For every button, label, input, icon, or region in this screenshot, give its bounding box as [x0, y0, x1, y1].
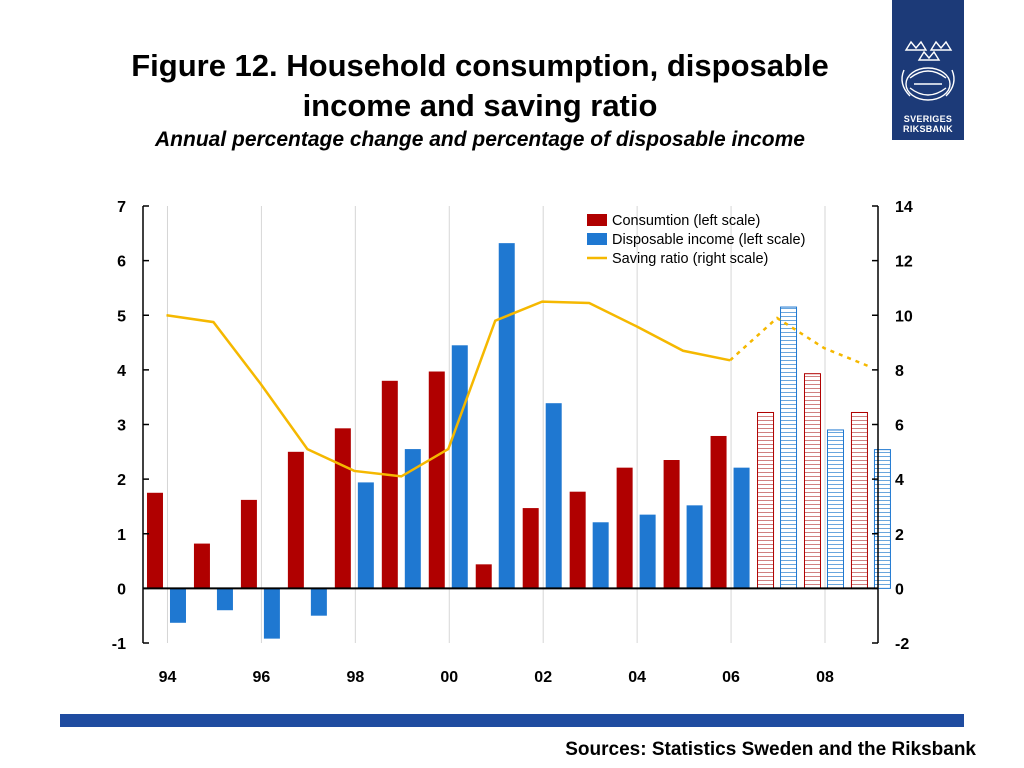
x-tick-label: 08 — [816, 669, 834, 686]
consumption-bar — [475, 564, 492, 589]
consumption-bar — [757, 411, 775, 589]
left-tick-label: 2 — [117, 472, 126, 489]
consumption-bar — [287, 451, 304, 589]
left-tick-label: 4 — [117, 363, 126, 380]
left-tick-label: 6 — [117, 254, 126, 271]
left-tick-label: 3 — [117, 418, 126, 435]
right-tick-label: 6 — [895, 418, 904, 435]
chart-title: Figure 12. Household consumption, dispos… — [40, 46, 920, 126]
riksbank-logo: SVERIGES RIKSBANK — [892, 0, 964, 140]
income-bar — [263, 588, 280, 639]
income-bar — [639, 514, 656, 589]
income-bar — [216, 588, 233, 611]
right-tick-label: 10 — [895, 308, 913, 325]
left-tick-label: 7 — [117, 199, 126, 216]
consumption-bar — [710, 435, 727, 589]
income-bar — [545, 403, 562, 589]
income-bar — [686, 505, 703, 589]
legend-swatch — [587, 214, 607, 226]
footer-bar — [60, 714, 964, 727]
chart-title-line1: Figure 12. Household consumption, dispos… — [131, 48, 829, 83]
right-tick-label: 14 — [895, 199, 913, 216]
income-bar — [498, 243, 515, 589]
left-tick-label: -1 — [112, 636, 126, 653]
income-bar — [826, 429, 844, 589]
right-tick-label: -2 — [895, 636, 909, 653]
consumption-bar — [616, 467, 633, 589]
income-bar — [404, 449, 421, 589]
consumption-bar — [428, 371, 445, 589]
income-bar — [357, 482, 374, 589]
x-tick-label: 02 — [534, 669, 552, 686]
income-bar — [169, 588, 186, 623]
legend-swatch — [587, 233, 607, 245]
x-tick-label: 06 — [722, 669, 740, 686]
legend-label: Consumtion (left scale) — [612, 213, 760, 229]
x-tick-label: 94 — [159, 669, 177, 686]
saving-ratio-forecast-line — [729, 316, 872, 369]
consumption-bar — [240, 499, 257, 589]
consumption-bar — [850, 411, 868, 589]
consumption-bar — [803, 373, 821, 589]
logo-text-line1: SVERIGES — [903, 114, 953, 124]
consumption-bar — [193, 543, 210, 589]
income-bar — [451, 345, 468, 589]
riksbank-crest-icon — [901, 40, 955, 101]
income-bar — [310, 588, 327, 616]
x-tick-label: 00 — [440, 669, 458, 686]
consumption-bar — [334, 428, 351, 589]
income-bar — [592, 522, 609, 589]
left-tick-label: 5 — [117, 308, 126, 325]
right-tick-label: 2 — [895, 527, 904, 544]
chart-title-line2: income and saving ratio — [302, 88, 658, 123]
income-bar — [873, 449, 891, 589]
x-tick-label: 96 — [253, 669, 271, 686]
consumption-bar — [522, 508, 539, 589]
consumption-bar — [381, 380, 398, 589]
right-tick-label: 4 — [895, 472, 904, 489]
logo-text-line2: RIKSBANK — [903, 124, 953, 134]
left-tick-label: 1 — [117, 527, 126, 544]
consumption-bar — [569, 491, 586, 589]
right-tick-label: 12 — [895, 254, 913, 271]
income-bar — [780, 306, 798, 589]
legend-label: Saving ratio (right scale) — [612, 251, 768, 267]
consumption-bar — [146, 492, 163, 589]
right-tick-label: 8 — [895, 363, 904, 380]
left-tick-label: 0 — [117, 581, 126, 598]
x-tick-label: 04 — [628, 669, 646, 686]
sources-note: Sources: Statistics Sweden and the Riksb… — [565, 739, 976, 760]
x-tick-label: 98 — [346, 669, 364, 686]
right-tick-label: 0 — [895, 581, 904, 598]
legend-label: Disposable income (left scale) — [612, 232, 805, 248]
chart-subtitle: Annual percentage change and percentage … — [155, 128, 805, 151]
income-bar — [733, 467, 750, 589]
consumption-bar — [663, 460, 680, 589]
saving-ratio-line — [166, 300, 731, 478]
